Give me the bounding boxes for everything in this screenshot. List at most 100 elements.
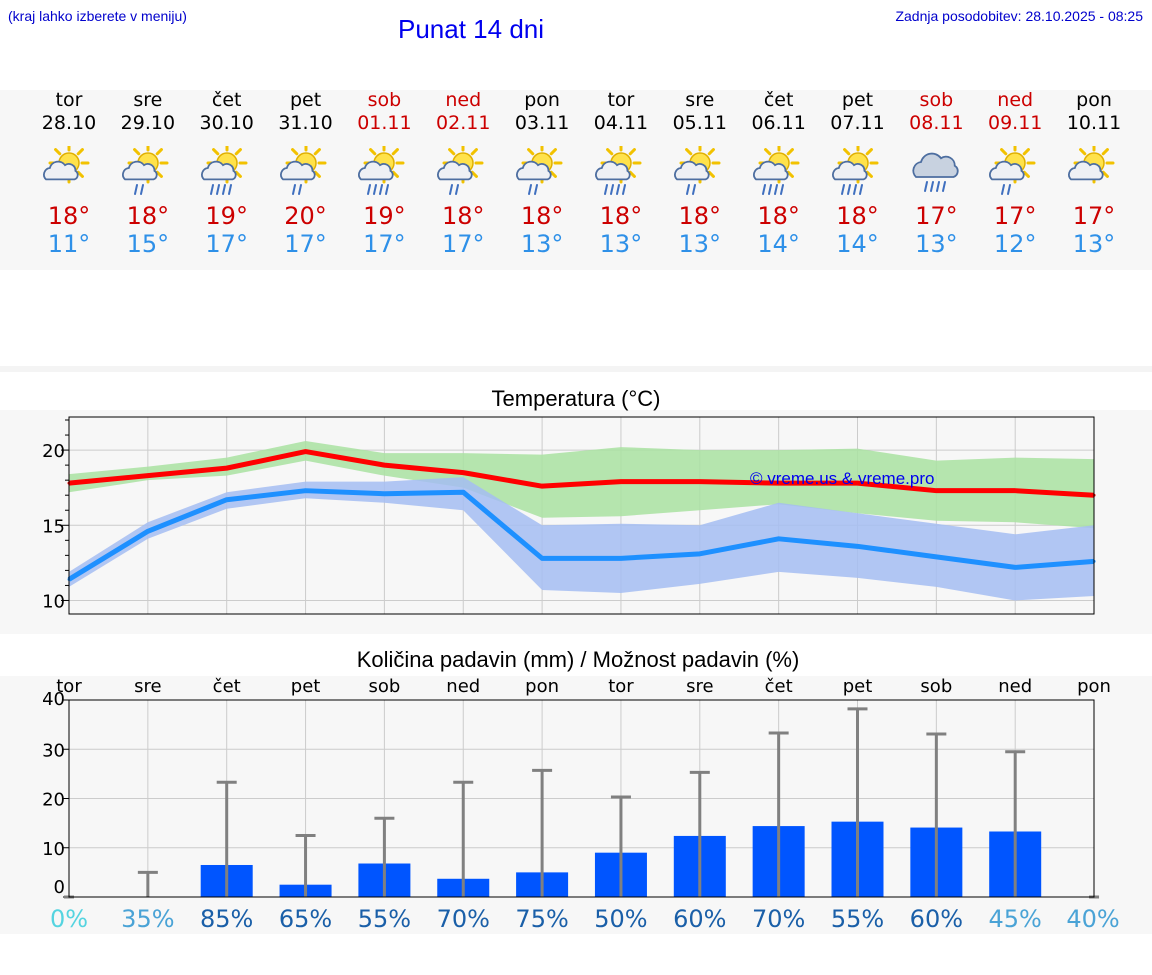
max-temperature-line [68, 449, 1095, 498]
sun-cloud-rain-icon [437, 146, 484, 195]
precipitation-probability-label: 0% [50, 905, 88, 933]
min-temperature-point [934, 555, 938, 559]
day-column: pon 03.11 18° 13° [502, 88, 582, 258]
day-name: tor [607, 89, 635, 111]
min-temperature-point [777, 537, 781, 541]
min-temperature: 17° [441, 230, 485, 258]
max-temperature: 18° [441, 202, 485, 230]
max-temperature: 18° [678, 202, 722, 230]
day-label: pet [843, 676, 873, 697]
day-column: sre 29.10 18° 15° [108, 88, 188, 258]
max-temperature-point [225, 466, 229, 470]
max-temperature-point [698, 480, 702, 484]
max-temperature: 18° [757, 202, 800, 230]
day-column: sre 05.11 18° 13° [660, 88, 740, 258]
day-label: tor [608, 676, 634, 697]
max-temperature-point [540, 484, 544, 488]
day-column: ned 02.11 18° 17° [423, 88, 503, 258]
day-date: 09.11 [987, 112, 1043, 134]
max-temperature-point [461, 471, 465, 475]
precipitation-probability-label: 45% [989, 905, 1042, 933]
max-temperature: 17° [915, 202, 958, 230]
max-temperature-point [304, 450, 308, 454]
min-temperature-point [698, 552, 702, 556]
precipitation-probability-label: 70% [752, 905, 805, 933]
max-temperature: 19° [205, 202, 248, 230]
max-temperature: 19° [363, 202, 406, 230]
day-date: 07.11 [830, 112, 885, 134]
precipitation-probability-label: 50% [594, 905, 647, 933]
day-label: tor [56, 676, 82, 697]
max-temperature-point [856, 481, 859, 485]
day-label: pet [291, 676, 321, 697]
min-temperature-line [67, 488, 1095, 582]
min-temperature-point [146, 529, 150, 533]
day-label: pon [525, 676, 559, 697]
precipitation-probability-label: 70% [437, 905, 490, 933]
day-name: čet [211, 89, 242, 111]
day-column: tor 04.11 18° 13° [581, 88, 661, 258]
day-date: 05.11 [672, 112, 727, 134]
min-temperature: 14° [757, 230, 800, 258]
day-label: čet [765, 676, 793, 697]
min-temperature: 17° [284, 230, 327, 258]
sun-cloud-rain-icon [516, 146, 563, 195]
sun-cloud-heavy-rain-icon [752, 146, 800, 195]
max-temperature-point [619, 480, 623, 484]
day-name: čet [763, 89, 794, 111]
y-tick-label: 30 [42, 740, 65, 761]
precipitation-probability-label: 55% [831, 905, 884, 933]
day-date: 31.10 [278, 112, 333, 134]
max-temperature-point [934, 489, 938, 493]
temperature-chart-title: Temperatura (°C) [491, 386, 661, 411]
day-label: sre [134, 676, 161, 697]
plot-frame [68, 416, 1095, 615]
forecast-strip [0, 90, 1152, 270]
max-temperature-point [777, 481, 781, 485]
sun-cloud-icon [43, 146, 90, 184]
y-tick-label: 20 [42, 790, 65, 811]
min-temperature: 13° [678, 230, 722, 258]
y-tick-label: 15 [42, 516, 65, 537]
day-date: 08.11 [909, 112, 964, 134]
day-name: sre [685, 89, 715, 111]
min-temperature-point [304, 489, 308, 493]
temperature-chart: 10 15 20 © vreme.us & vreme.pro [42, 416, 1096, 615]
day-date: 03.11 [514, 112, 570, 134]
day-name: sre [133, 89, 163, 111]
day-name: pet [289, 89, 322, 111]
sun-cloud-icon [1068, 146, 1115, 184]
day-date: 10.11 [1066, 112, 1122, 134]
sun-cloud-heavy-rain-icon [831, 146, 878, 195]
precipitation-probability-label: 40% [1066, 905, 1119, 933]
min-temperature-point [1013, 565, 1017, 569]
min-temperature: 11° [47, 230, 91, 258]
location-hint-link[interactable]: (kraj lahko izberete v meniju) [8, 8, 187, 24]
min-temperature: 15° [126, 230, 170, 258]
day-date: 04.11 [593, 112, 649, 134]
divider [0, 366, 1152, 372]
min-temperature: 17° [205, 230, 248, 258]
page-title: Punat 14 dni [398, 14, 545, 44]
max-temperature: 18° [126, 202, 170, 230]
day-column: sob 08.11 17° 13° [896, 88, 976, 258]
max-temperature: 17° [1072, 202, 1116, 230]
day-name: tor [55, 89, 83, 111]
sun-cloud-rain-icon [989, 146, 1036, 195]
day-column: sob 01.11 19° 17° [344, 88, 424, 258]
precipitation-probability-label: 65% [279, 905, 332, 933]
min-temperature-point [619, 556, 623, 560]
day-column: čet 06.11 18° 14° [739, 88, 819, 258]
sun-cloud-rain-icon [279, 146, 327, 195]
sun-cloud-heavy-rain-icon [358, 146, 405, 195]
min-temperature-point [382, 492, 386, 496]
max-temperature: 18° [599, 202, 643, 230]
min-temperature-point [856, 544, 859, 548]
cloud-heavy-rain-icon [912, 152, 959, 192]
y-tick-label: 40 [42, 689, 65, 710]
day-label: ned [446, 676, 480, 697]
precipitation-probability-label: 60% [910, 905, 963, 933]
day-column: ned 09.11 17° 12° [975, 88, 1055, 258]
precipitation-probability-label: 75% [515, 905, 568, 933]
sun-cloud-rain-icon [121, 146, 169, 195]
